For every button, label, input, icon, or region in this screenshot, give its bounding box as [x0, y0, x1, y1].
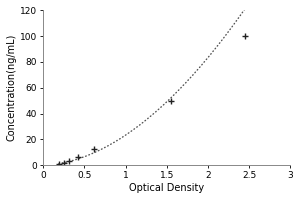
Y-axis label: Concentration(ng/mL): Concentration(ng/mL): [7, 34, 17, 141]
X-axis label: Optical Density: Optical Density: [129, 183, 204, 193]
